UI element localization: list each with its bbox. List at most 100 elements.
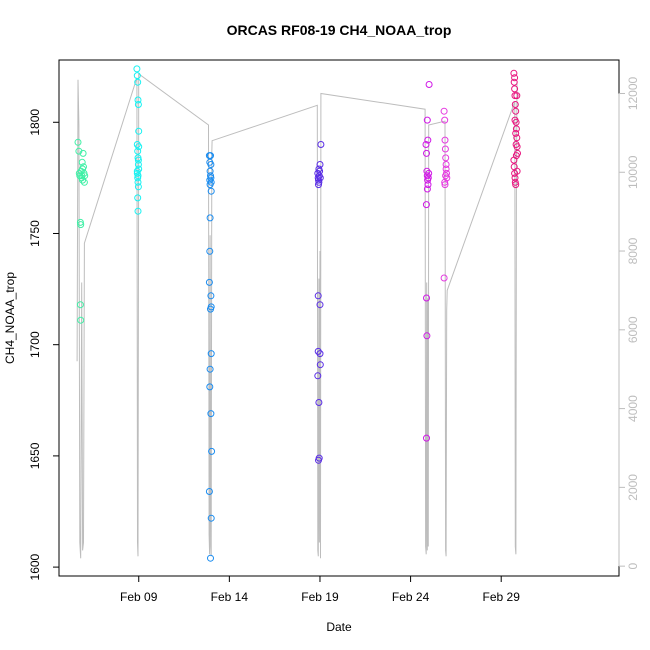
data-point xyxy=(441,145,449,153)
x-tick-label: Feb 29 xyxy=(483,590,521,604)
data-point xyxy=(314,292,322,300)
data-point xyxy=(133,72,141,80)
data-point xyxy=(316,361,324,369)
data-point xyxy=(134,172,142,180)
data-point xyxy=(134,147,142,155)
data-point xyxy=(207,187,215,195)
series-3 xyxy=(205,152,216,562)
data-point xyxy=(511,74,519,82)
data-point xyxy=(78,158,86,166)
data-point xyxy=(133,65,141,73)
data-point xyxy=(75,147,83,155)
y-tick-label: 1600 xyxy=(28,553,42,580)
data-point xyxy=(134,101,142,108)
altitude-line xyxy=(76,72,518,559)
data-point xyxy=(512,129,520,137)
data-point xyxy=(441,181,449,189)
data-point xyxy=(77,316,85,324)
data-point xyxy=(206,247,214,255)
data-point xyxy=(425,81,433,88)
data-point xyxy=(207,292,215,300)
y-tick-label: 1800 xyxy=(28,109,42,136)
series-2 xyxy=(133,65,143,215)
data-point xyxy=(74,138,82,146)
data-point xyxy=(513,167,521,175)
data-point xyxy=(315,456,322,464)
data-point xyxy=(511,174,519,182)
x-tick-label: Feb 24 xyxy=(392,590,430,604)
data-point xyxy=(511,116,519,124)
series-5 xyxy=(422,81,433,442)
data-point xyxy=(423,434,430,442)
data-point xyxy=(79,165,87,173)
data-point xyxy=(80,178,88,186)
data-point xyxy=(422,201,430,209)
altitude-trace-layer xyxy=(76,72,518,559)
data-point xyxy=(134,178,142,186)
data-point xyxy=(81,172,89,180)
data-point xyxy=(134,96,142,104)
data-point xyxy=(442,161,450,168)
data-point xyxy=(206,181,214,189)
data-points-layer xyxy=(74,65,521,562)
data-point xyxy=(442,172,450,180)
data-point xyxy=(316,174,324,182)
series-7 xyxy=(510,69,521,189)
data-point xyxy=(316,161,324,168)
data-point xyxy=(207,305,214,313)
data-point xyxy=(78,172,86,180)
data-point xyxy=(314,347,322,355)
data-point xyxy=(135,127,143,135)
data-point xyxy=(207,514,215,522)
y-tick-label: 1700 xyxy=(28,331,42,358)
data-point xyxy=(423,185,431,193)
data-point xyxy=(511,85,519,93)
data-point xyxy=(512,125,520,133)
data-point xyxy=(206,365,214,373)
data-point xyxy=(134,161,142,168)
axes-layer: Feb 09 Feb 14 Feb 19 Feb 24 Feb 29 1600 1650 17… xyxy=(28,76,640,604)
data-point xyxy=(314,372,322,380)
y-axis-label: CH4_NOAA_trop xyxy=(3,272,17,364)
y2-tick-label: 10000 xyxy=(626,155,640,189)
data-point xyxy=(207,554,214,562)
data-point xyxy=(441,178,449,186)
series-1 xyxy=(74,138,89,324)
data-point xyxy=(134,156,142,164)
data-point xyxy=(135,143,143,151)
data-point xyxy=(440,107,448,115)
y2-tick-label: 8000 xyxy=(626,237,640,264)
data-point xyxy=(134,207,142,215)
data-point xyxy=(424,136,432,144)
data-point xyxy=(513,92,521,100)
data-point xyxy=(425,169,433,177)
x-tick-label: Feb 09 xyxy=(120,590,158,604)
data-point xyxy=(512,152,520,160)
data-point xyxy=(510,78,518,86)
data-point xyxy=(134,183,142,191)
data-point xyxy=(423,149,430,157)
data-point xyxy=(206,167,214,175)
data-point xyxy=(423,116,431,124)
data-point xyxy=(442,154,450,162)
y2-tick-label: 2000 xyxy=(626,474,640,501)
y-tick-label: 1750 xyxy=(28,220,42,247)
x-axis-label: Date xyxy=(326,620,352,634)
series-6 xyxy=(440,107,451,282)
data-point xyxy=(315,165,323,173)
x-tick-label: Feb 14 xyxy=(211,590,249,604)
data-point xyxy=(440,274,448,282)
data-point xyxy=(441,136,449,144)
data-point xyxy=(79,149,87,157)
data-point xyxy=(207,410,215,418)
data-point xyxy=(79,176,87,184)
y-tick-label: 1650 xyxy=(28,442,42,469)
data-point xyxy=(76,301,84,309)
data-point xyxy=(205,488,213,495)
data-point xyxy=(441,116,449,124)
data-point xyxy=(316,350,324,358)
data-point xyxy=(513,134,521,142)
data-point xyxy=(77,221,85,229)
